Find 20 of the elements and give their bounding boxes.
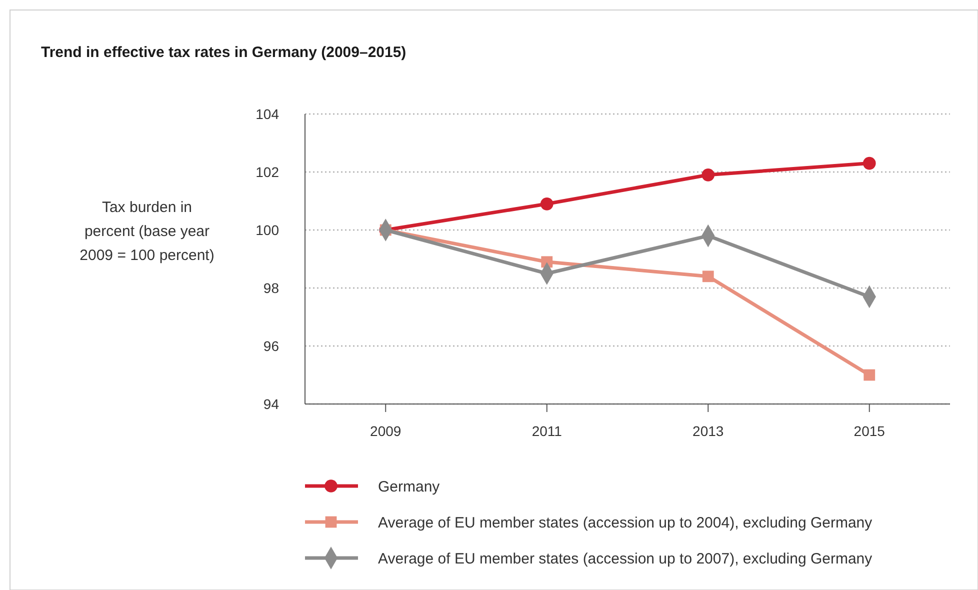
y-axis-title: Tax burden in percent (base year 2009 = 100 percent) bbox=[80, 199, 214, 264]
chart-title: Trend in effective tax rates in Germany (2009–2015) bbox=[41, 44, 406, 61]
legend-label: Average of EU member states (accession up to 2007), excluding Germany bbox=[378, 550, 873, 568]
x-tick-label: 2009 bbox=[370, 423, 402, 439]
y-tick-label: 102 bbox=[256, 164, 280, 180]
point bbox=[862, 156, 876, 170]
y-tick-label: 104 bbox=[256, 106, 280, 122]
x-tick-label: 2011 bbox=[532, 423, 562, 439]
legend-label: Germany bbox=[378, 478, 440, 496]
point bbox=[702, 270, 714, 282]
x-tick-label: 2015 bbox=[854, 423, 886, 439]
point bbox=[702, 168, 715, 182]
y-tick-label: 100 bbox=[256, 222, 280, 238]
x-tick-label: 2013 bbox=[692, 423, 724, 439]
y-tick-label: 96 bbox=[263, 338, 280, 354]
legend-label: Average of EU member states (accession up to 2004), excluding Germany bbox=[378, 514, 873, 532]
y-tick-label: 94 bbox=[263, 396, 280, 412]
y-tick-label: 98 bbox=[263, 280, 280, 296]
point bbox=[540, 197, 554, 210]
point bbox=[864, 369, 876, 381]
